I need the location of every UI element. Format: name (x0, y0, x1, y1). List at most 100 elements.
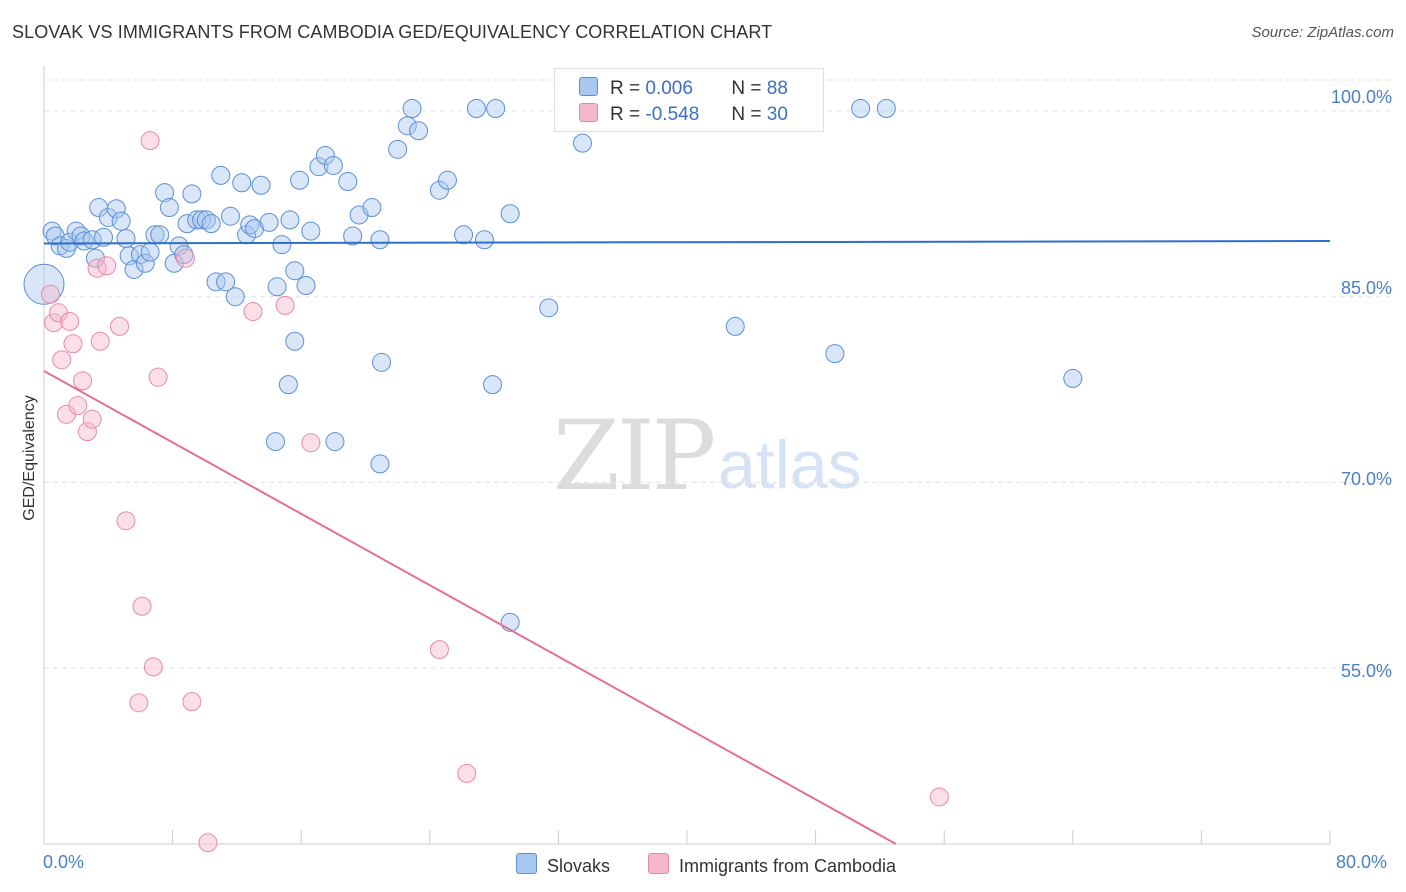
cambodia-point (52, 350, 72, 370)
slovaks-point (343, 226, 363, 246)
chart-title: SLOVAK VS IMMIGRANTS FROM CAMBODIA GED/E… (12, 22, 773, 42)
cambodia-point (243, 302, 263, 322)
slovaks-point (280, 210, 300, 230)
slovaks-point (192, 210, 212, 230)
legend-row-slovaks: R = 0.006 N = 88 (579, 77, 788, 101)
slovaks-point (362, 198, 382, 218)
cambodia-point (60, 311, 80, 331)
legend-swatch-blue (579, 77, 598, 96)
slovaks-point (500, 204, 520, 224)
legend-n-label: N = (731, 78, 762, 99)
cambodia-point (175, 248, 195, 268)
x-tick-label-max: 80.0% (1336, 852, 1388, 872)
y-tick-label-100: 100.0% (1330, 87, 1392, 107)
slovaks-point (155, 183, 175, 203)
slovaks-point (93, 227, 113, 247)
slovaks-point (437, 170, 457, 190)
slovaks-point (116, 228, 136, 248)
slovaks-point (278, 375, 298, 395)
source-label: Source: ZipAtlas.com (1251, 24, 1394, 41)
cambodia-point (116, 511, 136, 531)
y-tick-label-85: 85.0% (1340, 278, 1392, 298)
slovaks-point (45, 226, 65, 246)
slovaks-point (71, 226, 91, 246)
slovaks-point (272, 235, 292, 255)
cambodia-point (429, 640, 449, 660)
slovaks-point (285, 261, 305, 281)
legend-r-value: -0.548 (645, 104, 700, 125)
slovaks-point (245, 219, 265, 239)
axes-layer (43, 66, 1331, 845)
legend-swatch-pink (579, 103, 598, 122)
cambodia-point (132, 596, 152, 616)
legend-row-cambodia: R = -0.548 N = 30 (579, 103, 788, 127)
slovaks-point (206, 272, 226, 292)
slovaks-point (187, 210, 207, 230)
grid-layer (44, 79, 1394, 669)
slovaks-point (1063, 368, 1083, 388)
bottom-legend-cambodia: Immigrants from Cambodia (648, 853, 896, 877)
slovaks-swatch (516, 853, 537, 874)
cambodia-point (82, 409, 102, 429)
bottom-legend-label: Immigrants from Cambodia (679, 856, 897, 876)
series-slovaks-points (23, 98, 1083, 632)
slovaks-point (220, 206, 240, 226)
slovaks-point (201, 214, 221, 234)
slovaks-point (372, 352, 392, 372)
slovaks-point (474, 230, 494, 250)
cambodia-point (68, 396, 88, 416)
series-cambodia-points (40, 131, 949, 853)
cambodia-point (90, 331, 110, 351)
slovaks-point (23, 263, 65, 305)
slovaks-point (315, 146, 335, 166)
slovaks-point (429, 180, 449, 200)
slovaks-point (60, 232, 80, 252)
legend-n-value: 88 (766, 78, 788, 99)
cambodia-point (97, 256, 117, 276)
cambodia-swatch (648, 853, 669, 874)
slovaks-point (251, 175, 271, 195)
slovaks-point (216, 272, 236, 292)
slovaks-point (296, 276, 316, 296)
slovaks-point (370, 230, 390, 250)
trend-lines (43, 239, 1331, 845)
slovaks-point (85, 248, 105, 268)
watermark-atlas: atlas (718, 427, 862, 503)
legend-r-value: 0.006 (645, 78, 693, 99)
legend-n-label: N = (731, 104, 762, 125)
cambodia-point (77, 422, 97, 442)
slovaks-point (259, 212, 279, 232)
watermark-zip: ZIP (553, 400, 716, 512)
cambodia-point (275, 295, 295, 315)
x-tick-label-min: 0.0% (43, 852, 85, 872)
correlation-legend: R = 0.006 N = 88 R = -0.548 N = 30 (554, 68, 824, 132)
slovaks-point (876, 98, 896, 118)
slovaks-point (338, 172, 358, 192)
legend-r-label: R = (610, 78, 641, 99)
slovaks-point (466, 98, 486, 118)
y-tick-label-70: 70.0% (1340, 469, 1392, 489)
cambodia-point (182, 692, 202, 712)
y-tick-label-55: 55.0% (1340, 661, 1392, 681)
slovaks-point (388, 139, 408, 159)
cambodia-point (148, 367, 168, 387)
slovaks-point (454, 225, 474, 245)
slovaks-point (309, 157, 329, 177)
slovaks-point (500, 612, 520, 632)
slovaks-point (111, 211, 131, 231)
cambodia-point (73, 371, 93, 391)
slovaks-point (42, 221, 62, 241)
slovaks-point (285, 331, 305, 351)
slovaks-point (325, 432, 345, 452)
slovaks-point (267, 277, 287, 297)
slovaks-point (402, 98, 422, 118)
slovaks-point (851, 98, 871, 118)
slovaks-point (232, 173, 252, 193)
slovaks-point (725, 316, 745, 336)
slovaks-trend-line (43, 239, 1331, 245)
slovaks-point (211, 165, 231, 185)
slovaks-point (397, 116, 417, 136)
slovaks-point (539, 298, 559, 318)
cambodia-point (63, 334, 83, 354)
cambodia-point (198, 833, 218, 853)
